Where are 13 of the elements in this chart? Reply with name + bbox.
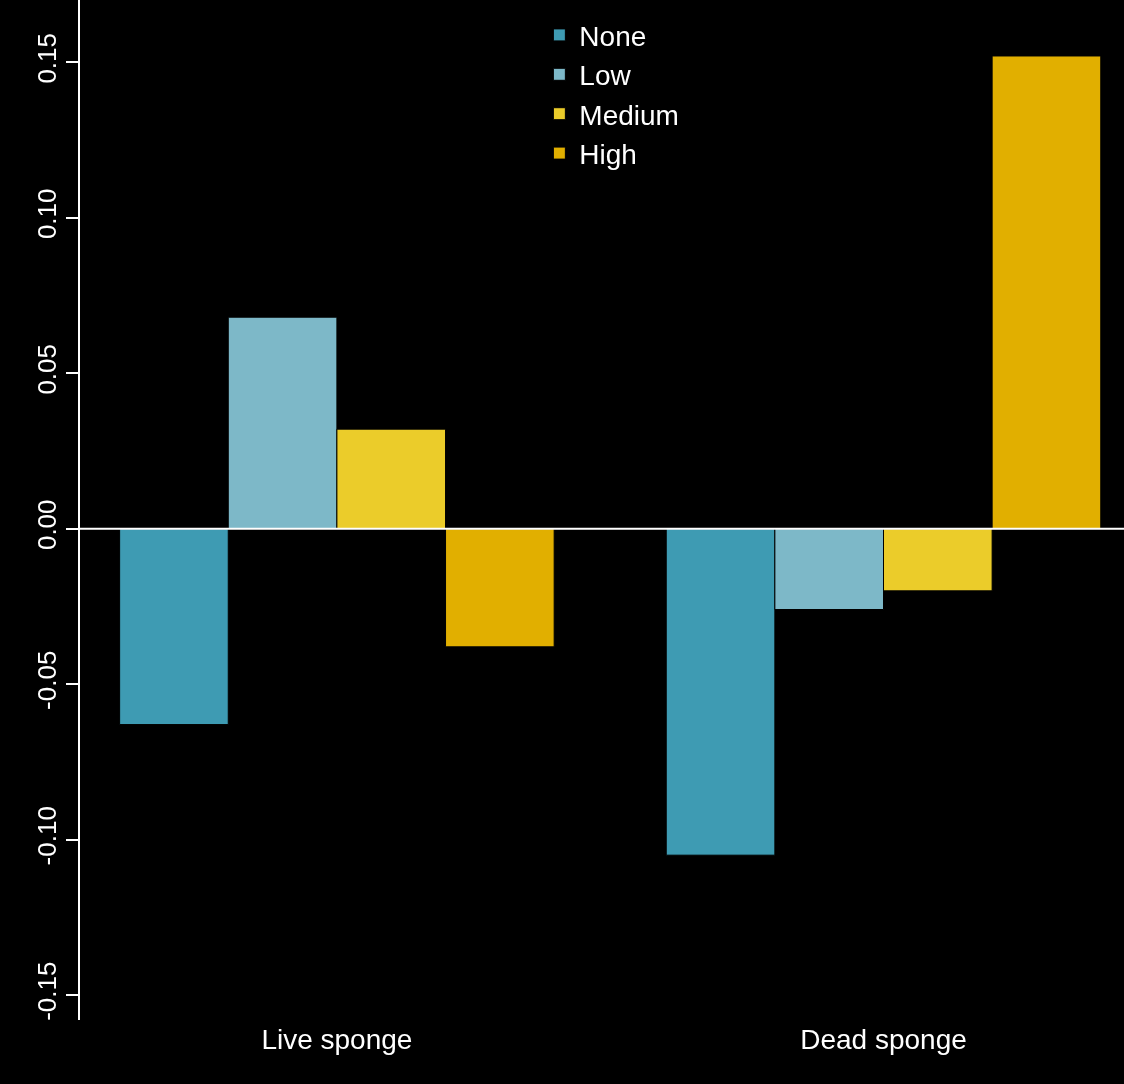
legend-label: High	[579, 139, 637, 171]
y-tick-label: 0.00	[31, 499, 62, 551]
y-tick-label: 0.05	[31, 343, 62, 395]
y-tick-label: -0.10	[31, 806, 62, 866]
legend-label: Low	[579, 60, 632, 92]
legend-label: None	[579, 20, 647, 52]
x-tick-label: Dead sponge	[800, 1024, 967, 1055]
legend-label: Medium	[579, 99, 679, 131]
y-tick-label: 0.10	[31, 188, 62, 240]
y-tick-label: -0.05	[31, 650, 62, 710]
y-tick-label: -0.15	[31, 961, 62, 1021]
x-tick-label: Live sponge	[261, 1024, 413, 1055]
y-tick-label: 0.15	[31, 33, 62, 84]
